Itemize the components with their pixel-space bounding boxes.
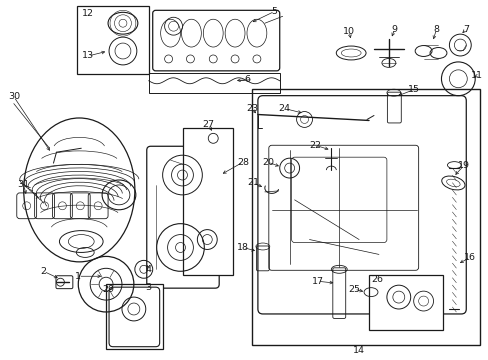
Bar	[148, 73, 279, 93]
Text: 18: 18	[237, 243, 248, 252]
FancyBboxPatch shape	[146, 146, 219, 288]
Text: 29: 29	[102, 285, 114, 294]
Text: 26: 26	[370, 275, 382, 284]
Text: 25: 25	[347, 285, 359, 294]
Text: 5: 5	[271, 7, 277, 16]
Bar	[183, 129, 233, 275]
Text: 4: 4	[145, 265, 151, 274]
Text: 21: 21	[246, 179, 259, 188]
Text: 17: 17	[311, 277, 323, 286]
Text: 12: 12	[82, 9, 94, 18]
Text: 19: 19	[457, 161, 469, 170]
Text: 15: 15	[407, 85, 419, 94]
Text: 11: 11	[470, 71, 482, 80]
Bar	[106, 284, 163, 349]
FancyBboxPatch shape	[152, 10, 279, 71]
Text: 16: 16	[463, 253, 475, 262]
Bar	[77, 6, 148, 74]
Text: 31: 31	[18, 180, 30, 189]
Text: 24: 24	[278, 104, 290, 113]
Text: 28: 28	[237, 158, 248, 167]
Text: 22: 22	[309, 141, 321, 150]
Text: 23: 23	[245, 104, 258, 113]
Text: 10: 10	[343, 27, 354, 36]
Text: 7: 7	[462, 25, 468, 34]
Text: 9: 9	[391, 25, 397, 34]
Bar	[368, 275, 443, 330]
Text: 30: 30	[8, 92, 20, 101]
Text: 14: 14	[352, 346, 365, 355]
Text: 3: 3	[145, 283, 151, 292]
Text: 6: 6	[244, 75, 249, 84]
Text: 27: 27	[202, 120, 214, 129]
Bar	[251, 89, 479, 345]
Text: 8: 8	[433, 25, 439, 34]
Text: 13: 13	[82, 51, 94, 60]
Text: 20: 20	[261, 158, 273, 167]
Text: 2: 2	[41, 267, 46, 276]
Text: 1: 1	[75, 272, 81, 281]
